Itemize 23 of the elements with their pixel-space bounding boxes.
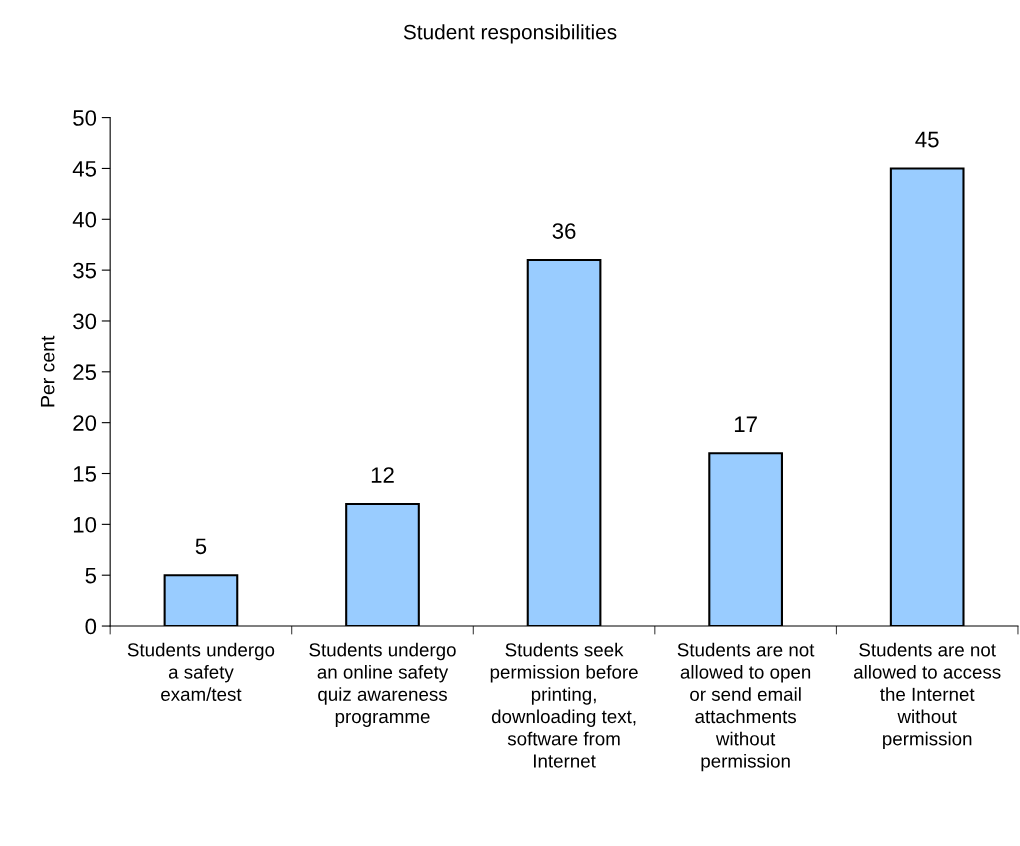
data-label: 45 — [915, 131, 939, 148]
y-tick-label: 0 — [85, 618, 97, 635]
y-axis-title: Per cent — [40, 335, 55, 407]
y-tick-label: 5 — [85, 567, 97, 584]
y-tick-label: 30 — [73, 313, 97, 330]
y-tick-label: 40 — [72, 211, 97, 228]
y-tick-label: 25 — [73, 364, 97, 381]
x-tick-label: Students are not allowed to open or send email attachments without permission — [677, 642, 815, 772]
data-label: 5 — [195, 538, 207, 555]
x-tick-label: Students undergo a safety exam/test — [127, 642, 275, 701]
chart-title: Student responsibilities — [403, 24, 617, 44]
y-tick-label: 10 — [73, 516, 97, 533]
y-tick-label: 45 — [72, 161, 97, 177]
y-tick-label: 50 — [73, 110, 97, 126]
data-label: 17 — [734, 416, 757, 432]
y-tick-label: 15 — [73, 466, 97, 482]
x-tick-label: Students are not allowed to access the Internet without permission — [853, 642, 1001, 750]
y-tick-label: 20 — [73, 415, 97, 431]
x-tick-label: Students undergo an online safety quiz awareness programme — [309, 642, 456, 727]
data-label: 36 — [552, 223, 576, 239]
y-tick-label: 35 — [73, 262, 97, 279]
x-tick-label: Students seek permission before printing, downloading text, software from Internet — [490, 642, 638, 768]
data-label: 12 — [371, 467, 394, 483]
